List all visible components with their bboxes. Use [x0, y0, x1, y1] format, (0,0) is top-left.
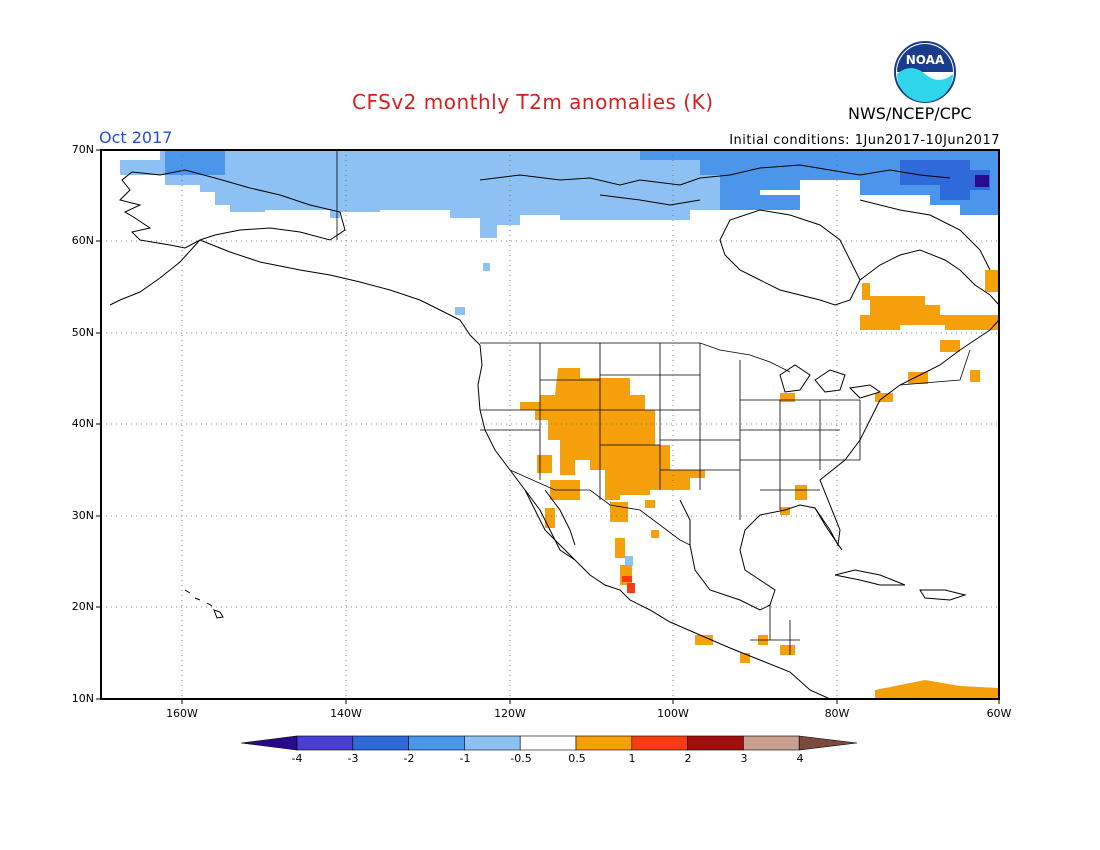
lon-label: 120W	[494, 707, 526, 720]
cold-anomaly-regions	[120, 150, 999, 566]
borders	[336, 150, 971, 655]
lat-label: 70N	[71, 143, 94, 156]
lat-label: 10N	[71, 692, 94, 705]
lon-label: 140W	[330, 707, 362, 720]
colorbar-swatch	[519, 735, 577, 751]
colorbar-label: -3	[347, 752, 359, 765]
lon-label: 80W	[824, 707, 850, 720]
colorbar-label: 2	[684, 752, 692, 765]
colorbar-swatch	[408, 735, 465, 751]
colorbar-label: 0.5	[568, 752, 586, 765]
map-title: CFSv2 monthly T2m anomalies (K)	[352, 90, 714, 114]
colorbar-swatch	[743, 735, 800, 751]
lon-label: 100W	[657, 707, 689, 720]
lat-label: 30N	[71, 509, 94, 522]
colorbar-swatch	[631, 735, 688, 751]
lat-label: 50N	[71, 326, 94, 339]
colorbar-arrow-max	[798, 735, 858, 751]
colorbar-swatch	[352, 735, 409, 751]
lat-label: 60N	[71, 234, 94, 247]
axis-ticks	[96, 149, 1000, 704]
colorbar-label: -4	[291, 752, 303, 765]
agency-label: NWS/NCEP/CPC	[848, 104, 972, 123]
colorbar-swatch	[464, 735, 521, 751]
colorbar-swatch	[575, 735, 633, 751]
colorbar-arrow-min	[240, 735, 298, 751]
colorbar-swatch	[687, 735, 744, 751]
warm-anomaly-regions	[520, 270, 999, 699]
month-label: Oct 2017	[99, 128, 173, 147]
svg-text:NOAA: NOAA	[906, 53, 945, 67]
colorbar-label: -2	[403, 752, 415, 765]
colorbar-swatch	[296, 735, 354, 751]
lon-label: 160W	[166, 707, 198, 720]
colorbar-label: 3	[740, 752, 748, 765]
lat-label: 40N	[71, 417, 94, 430]
lon-label: 60W	[986, 707, 1012, 720]
noaa-logo: NOAA	[894, 41, 956, 103]
colorbar-label: -0.5	[510, 752, 532, 765]
colorbar-label: 1	[628, 752, 636, 765]
initial-conditions-label: Initial conditions: 1Jun2017-10Jun2017	[729, 133, 1000, 148]
lat-label: 20N	[71, 600, 94, 613]
colorbar-label: -1	[459, 752, 471, 765]
colorbar-label: 4	[796, 752, 804, 765]
coastlines	[109, 164, 999, 699]
